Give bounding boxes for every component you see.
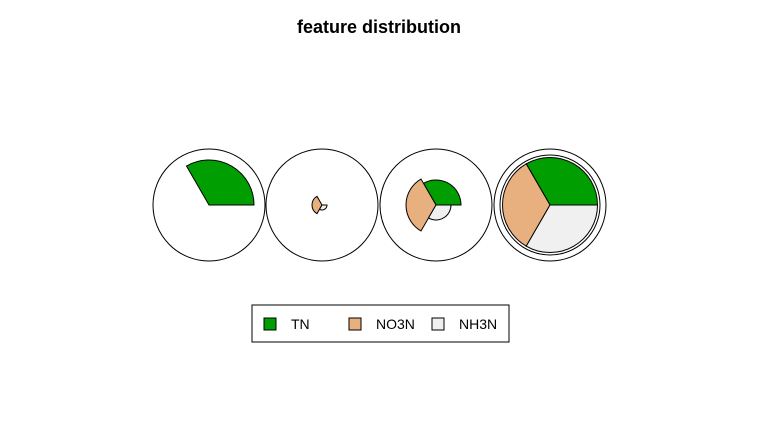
star-2 <box>265 148 379 262</box>
star-1 <box>152 148 266 262</box>
legend-key-nh3n <box>431 317 445 331</box>
legend-label-tn: TN <box>291 316 310 332</box>
legend-key-tn <box>263 317 277 331</box>
segment-no3n <box>405 178 437 232</box>
segment-nh3n <box>525 204 599 253</box>
star-reference-ring <box>499 154 601 256</box>
legend-box <box>251 304 510 343</box>
star-4 <box>493 148 607 262</box>
legend-key-no3n <box>348 317 362 331</box>
segment-tn <box>185 159 255 206</box>
segment-no3n <box>311 195 323 215</box>
stars-layer <box>152 148 607 262</box>
chart-title: feature distribution <box>297 17 461 37</box>
segment-nh3n <box>318 204 328 211</box>
star-3 <box>379 148 493 262</box>
legend-label-no3n: NO3N <box>376 316 415 332</box>
segment-tn <box>525 157 599 206</box>
segment-nh3n <box>427 204 452 221</box>
legend-label-nh3n: NH3N <box>459 316 497 332</box>
legend: TN NO3N NH3N <box>251 304 510 343</box>
